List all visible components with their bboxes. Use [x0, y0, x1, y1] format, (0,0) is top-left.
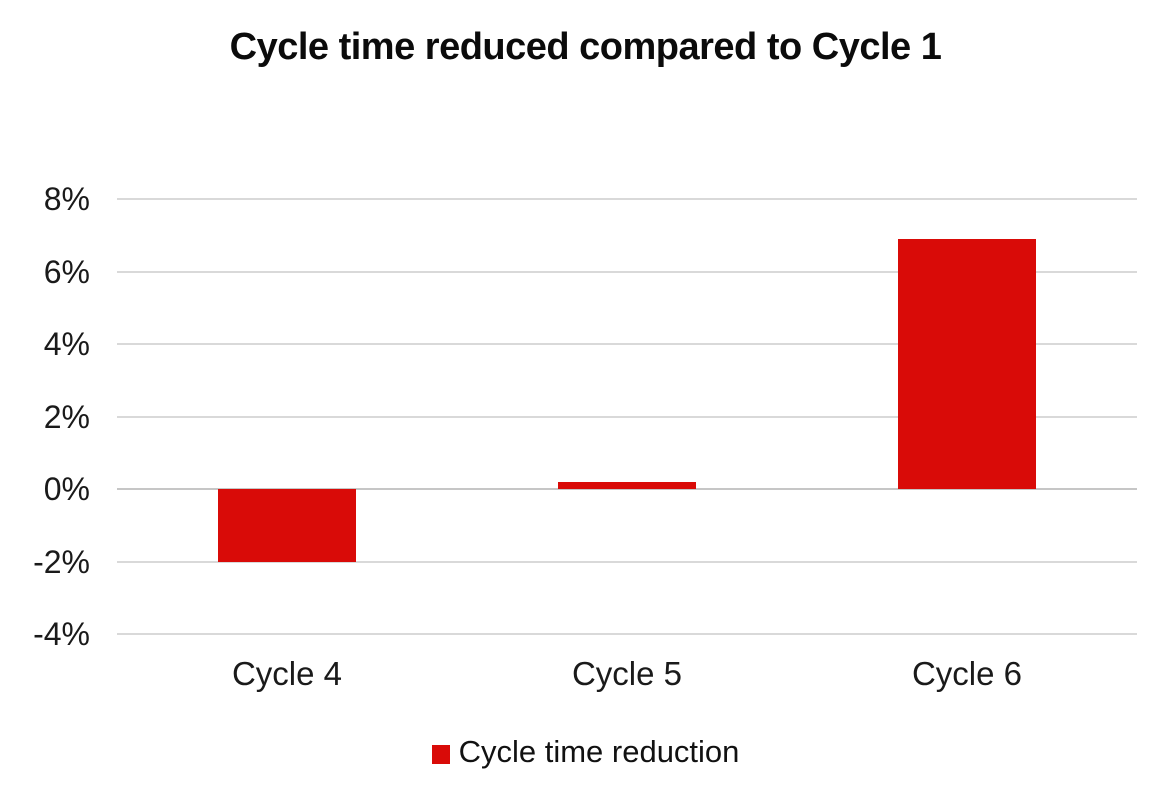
y-tick-label-6%: 6%: [43, 253, 90, 290]
y-tick-label--4%: -4%: [33, 616, 90, 652]
y-tick-label-0%: 0%: [43, 471, 90, 507]
bar-cycle-4: [218, 489, 356, 562]
y-tick-label-8%: 8%: [43, 181, 90, 217]
gridline--4%: [117, 633, 1137, 635]
x-category-label-cycle-5: Cycle 5: [571, 655, 683, 692]
gridline-6%: [117, 270, 1137, 273]
x-category-label-cycle-6: Cycle 6: [911, 655, 1023, 692]
x-category-label-cycle-4: Cycle 4: [231, 655, 343, 692]
gridline-2%: [117, 415, 1137, 418]
gridline-4%: [117, 343, 1137, 345]
bar-cycle-6: [898, 238, 1036, 489]
bar-cycle-5: [558, 481, 696, 489]
legend: Cycle time reduction: [0, 734, 1171, 770]
chart-title: Cycle time reduced compared to Cycle 1: [229, 26, 942, 68]
legend-swatch-icon: [431, 745, 450, 764]
y-tick-label--2%: -2%: [33, 543, 90, 580]
y-tick-label-2%: 2%: [43, 398, 90, 435]
y-tick-label-4%: 4%: [43, 326, 90, 362]
gridline-8%: [117, 198, 1137, 200]
legend-label: Cycle time reduction: [458, 734, 740, 769]
gridline-0%: [117, 488, 1137, 490]
gridline--2%: [117, 560, 1137, 563]
